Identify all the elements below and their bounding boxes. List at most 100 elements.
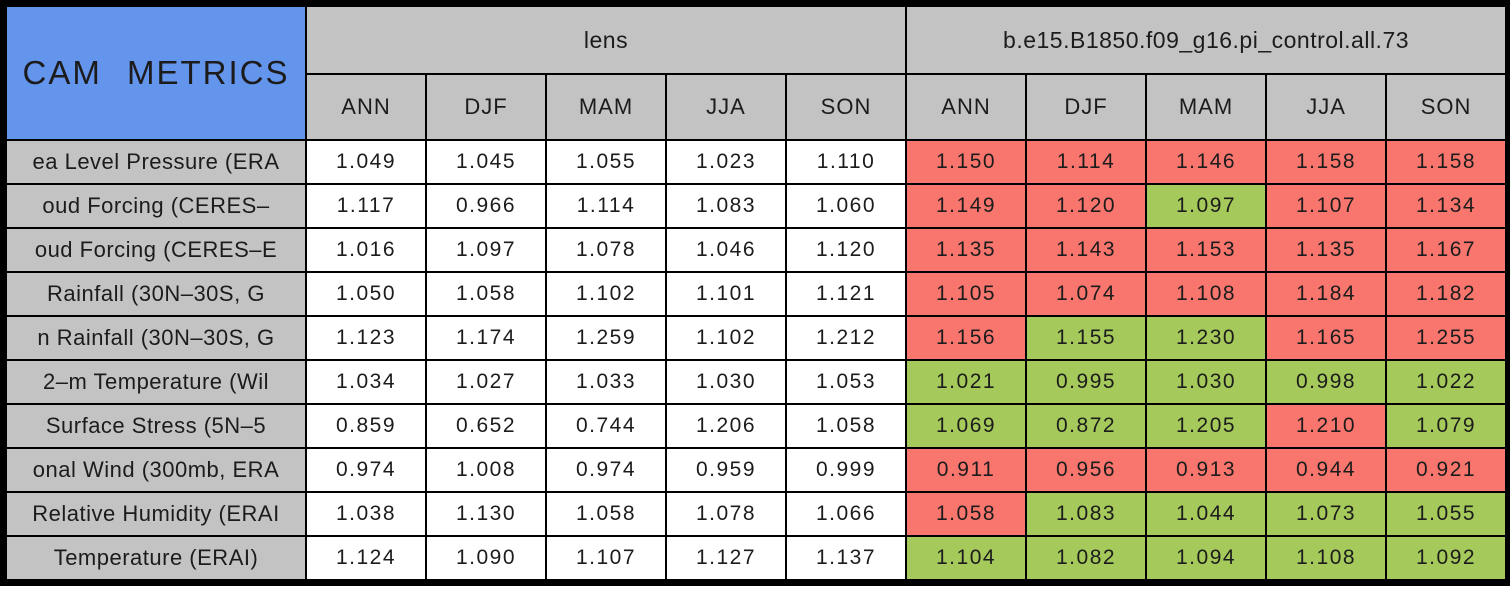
table-row: Rainfall (30N–30S, G 1.050 1.058 1.102 1… bbox=[5, 271, 1508, 317]
lens-value-cell: 1.066 bbox=[784, 491, 908, 537]
control-value-cell: 1.083 bbox=[1025, 491, 1148, 537]
table-body: ea Level Pressure (ERA 1.049 1.045 1.055… bbox=[5, 139, 1508, 581]
metric-row-label: oud Forcing (CERES– bbox=[5, 183, 307, 229]
control-value-cell: 1.155 bbox=[1025, 315, 1148, 361]
control-value-cell: 1.146 bbox=[1145, 139, 1268, 185]
season-header-control-son: SON bbox=[1385, 73, 1508, 141]
table-row: Relative Humidity (ERAI 1.038 1.130 1.05… bbox=[5, 491, 1508, 537]
control-value-cell: 1.158 bbox=[1265, 139, 1388, 185]
lens-value-cell: 1.130 bbox=[425, 491, 547, 537]
control-value-cell: 0.913 bbox=[1145, 447, 1268, 493]
season-header-control-djf: DJF bbox=[1025, 73, 1148, 141]
lens-value-cell: 1.023 bbox=[665, 139, 787, 185]
control-value-cell: 1.182 bbox=[1385, 271, 1508, 317]
control-value-cell: 1.021 bbox=[905, 359, 1028, 405]
control-value-cell: 1.184 bbox=[1265, 271, 1388, 317]
lens-value-cell: 1.058 bbox=[545, 491, 667, 537]
metric-row-label: Relative Humidity (ERAI bbox=[5, 491, 307, 537]
lens-value-cell: 1.045 bbox=[425, 139, 547, 185]
control-value-cell: 1.022 bbox=[1385, 359, 1508, 405]
control-value-cell: 0.944 bbox=[1265, 447, 1388, 493]
table-header: CAM METRICS lens b.e15.B1850.f09_g16.pi_… bbox=[5, 5, 1508, 141]
table-title: CAM METRICS bbox=[5, 5, 307, 141]
lens-value-cell: 0.974 bbox=[305, 447, 427, 493]
control-value-cell: 0.911 bbox=[905, 447, 1028, 493]
metric-row-label: onal Wind (300mb, ERA bbox=[5, 447, 307, 493]
lens-value-cell: 1.008 bbox=[425, 447, 547, 493]
column-group-lens: lens bbox=[304, 5, 908, 75]
metric-row-label: Surface Stress (5N–5 bbox=[5, 403, 307, 449]
control-value-cell: 1.255 bbox=[1385, 315, 1508, 361]
control-value-cell: 1.158 bbox=[1385, 139, 1508, 185]
lens-value-cell: 1.101 bbox=[665, 271, 787, 317]
group-header-row: CAM METRICS lens b.e15.B1850.f09_g16.pi_… bbox=[5, 5, 1508, 141]
control-value-cell: 1.104 bbox=[905, 535, 1028, 581]
lens-value-cell: 0.744 bbox=[545, 403, 667, 449]
control-value-cell: 1.135 bbox=[1265, 227, 1388, 273]
metrics-table-frame: CAM METRICS lens b.e15.B1850.f09_g16.pi_… bbox=[0, 0, 1510, 586]
metric-row-label: oud Forcing (CERES–E bbox=[5, 227, 307, 273]
lens-value-cell: 1.107 bbox=[545, 535, 667, 581]
control-value-cell: 1.044 bbox=[1145, 491, 1268, 537]
lens-value-cell: 1.027 bbox=[425, 359, 547, 405]
control-value-cell: 1.094 bbox=[1145, 535, 1268, 581]
season-header-lens-djf: DJF bbox=[425, 73, 547, 141]
metric-row-label: n Rainfall (30N–30S, G bbox=[5, 315, 307, 361]
season-header-control-ann: ANN bbox=[905, 73, 1028, 141]
lens-value-cell: 1.034 bbox=[305, 359, 427, 405]
season-header-lens-ann: ANN bbox=[305, 73, 427, 141]
table-row: onal Wind (300mb, ERA 0.974 1.008 0.974 … bbox=[5, 447, 1508, 493]
lens-value-cell: 1.016 bbox=[305, 227, 427, 273]
table-row: n Rainfall (30N–30S, G 1.123 1.174 1.259… bbox=[5, 315, 1508, 361]
lens-value-cell: 0.959 bbox=[665, 447, 787, 493]
lens-value-cell: 1.078 bbox=[665, 491, 787, 537]
lens-value-cell: 1.102 bbox=[545, 271, 667, 317]
season-header-control-jja: JJA bbox=[1265, 73, 1388, 141]
lens-value-cell: 1.097 bbox=[425, 227, 547, 273]
table-row: ea Level Pressure (ERA 1.049 1.045 1.055… bbox=[5, 139, 1508, 185]
control-value-cell: 1.205 bbox=[1145, 403, 1268, 449]
lens-value-cell: 1.120 bbox=[784, 227, 908, 273]
control-value-cell: 1.074 bbox=[1025, 271, 1148, 317]
lens-value-cell: 1.060 bbox=[784, 183, 908, 229]
lens-value-cell: 0.974 bbox=[545, 447, 667, 493]
control-value-cell: 1.153 bbox=[1145, 227, 1268, 273]
lens-value-cell: 1.259 bbox=[545, 315, 667, 361]
control-value-cell: 1.149 bbox=[905, 183, 1028, 229]
lens-value-cell: 1.049 bbox=[305, 139, 427, 185]
control-value-cell: 1.030 bbox=[1145, 359, 1268, 405]
lens-value-cell: 0.859 bbox=[305, 403, 427, 449]
table-row: oud Forcing (CERES–E 1.016 1.097 1.078 1… bbox=[5, 227, 1508, 273]
lens-value-cell: 1.033 bbox=[545, 359, 667, 405]
lens-value-cell: 1.123 bbox=[305, 315, 427, 361]
lens-value-cell: 1.114 bbox=[545, 183, 667, 229]
control-value-cell: 1.134 bbox=[1385, 183, 1508, 229]
metric-row-label: Temperature (ERAI) bbox=[5, 535, 307, 581]
control-value-cell: 1.092 bbox=[1385, 535, 1508, 581]
control-value-cell: 1.143 bbox=[1025, 227, 1148, 273]
control-value-cell: 1.156 bbox=[905, 315, 1028, 361]
control-value-cell: 1.097 bbox=[1145, 183, 1268, 229]
lens-value-cell: 1.121 bbox=[784, 271, 908, 317]
control-value-cell: 1.105 bbox=[905, 271, 1028, 317]
lens-value-cell: 1.078 bbox=[545, 227, 667, 273]
control-value-cell: 1.058 bbox=[905, 491, 1028, 537]
metric-row-label: 2–m Temperature (Wil bbox=[5, 359, 307, 405]
control-value-cell: 1.120 bbox=[1025, 183, 1148, 229]
season-header-lens-mam: MAM bbox=[545, 73, 667, 141]
table-row: Surface Stress (5N–5 0.859 0.652 0.744 1… bbox=[5, 403, 1508, 449]
control-value-cell: 1.108 bbox=[1265, 535, 1388, 581]
control-value-cell: 0.956 bbox=[1025, 447, 1148, 493]
column-group-control-run: b.e15.B1850.f09_g16.pi_control.all.73 bbox=[905, 5, 1508, 75]
lens-value-cell: 1.174 bbox=[425, 315, 547, 361]
season-header-row: ANN DJF MAM JJA SON ANN DJF MAM JJA SON bbox=[6, 73, 1508, 141]
control-value-cell: 1.150 bbox=[905, 139, 1028, 185]
lens-value-cell: 0.652 bbox=[425, 403, 547, 449]
lens-value-cell: 1.137 bbox=[784, 535, 908, 581]
lens-value-cell: 1.090 bbox=[425, 535, 547, 581]
control-value-cell: 0.998 bbox=[1265, 359, 1388, 405]
lens-value-cell: 1.058 bbox=[425, 271, 547, 317]
table-row: 2–m Temperature (Wil 1.034 1.027 1.033 1… bbox=[5, 359, 1508, 405]
lens-value-cell: 1.083 bbox=[665, 183, 787, 229]
cam-metrics-table: CAM METRICS lens b.e15.B1850.f09_g16.pi_… bbox=[5, 5, 1508, 581]
